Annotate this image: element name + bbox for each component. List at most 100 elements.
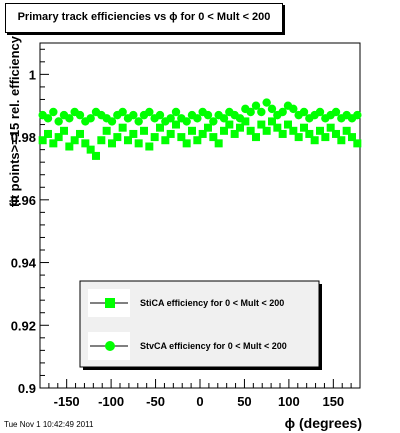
title-box: Primary track efficiencies vs ϕ for 0 < … — [5, 3, 283, 33]
stica-point — [230, 129, 239, 138]
stvca-point — [54, 117, 63, 126]
stica-point — [113, 133, 122, 142]
stica-point — [262, 126, 271, 135]
x-tick-label: -150 — [54, 394, 80, 409]
stvca-point — [86, 114, 95, 123]
stica-point — [81, 139, 90, 148]
stvca-point — [267, 104, 277, 114]
stica-point — [342, 126, 351, 135]
stvca-point — [203, 110, 213, 120]
stica-point — [348, 133, 356, 142]
stica-point — [145, 142, 154, 151]
x-tick-label: -100 — [98, 394, 124, 409]
data-marks — [38, 98, 362, 160]
stica-point — [353, 139, 362, 148]
stvca-point — [278, 107, 287, 117]
x-tick-label: 50 — [237, 394, 251, 409]
stica-point — [220, 126, 228, 135]
stica-point — [182, 139, 191, 148]
stica-point — [257, 120, 266, 129]
stvca-point — [129, 110, 138, 120]
stica-point — [278, 129, 287, 138]
stvca-point — [49, 107, 58, 117]
legend-label-stvca: StvCA efficiency for 0 < Mult < 200 — [140, 341, 287, 351]
stvca-point — [289, 104, 298, 114]
stica-point — [161, 136, 170, 145]
stica-point — [44, 129, 52, 138]
stvca-point — [251, 101, 261, 110]
stica-point — [102, 126, 111, 135]
stica-point — [214, 139, 223, 148]
stvca-point — [65, 114, 74, 123]
stica-point — [140, 126, 148, 135]
axis-ticks: 0.9 0.92 0.94 0.96 0.98 1 -150 -100 -50 0 50 100 150 — [11, 48, 361, 409]
stica-point — [49, 139, 58, 148]
stvca-point — [182, 117, 191, 126]
stica-point — [129, 129, 138, 138]
timestamp: Tue Nov 1 10:42:49 2011 — [4, 420, 94, 429]
stica-point — [150, 133, 159, 142]
stvca-point — [299, 107, 309, 117]
stica-point — [124, 136, 132, 145]
stvca-point — [107, 117, 117, 126]
stica-point — [86, 145, 95, 154]
stica-point — [92, 151, 100, 160]
stica-point — [166, 129, 175, 138]
stica-point — [38, 136, 47, 145]
stica-point — [321, 133, 330, 142]
y-tick-label: 0.98 — [11, 130, 36, 145]
stica-point — [284, 120, 292, 129]
stica-point — [193, 136, 202, 145]
stica-point — [332, 129, 340, 138]
x-tick-label: 100 — [278, 394, 300, 409]
stvca-point — [75, 110, 85, 120]
y-tick-label: 0.96 — [11, 193, 36, 208]
legend-label-stica: StiCA efficiency for 0 < Mult < 200 — [140, 298, 284, 308]
stica-point — [209, 133, 218, 142]
stica-point — [337, 136, 346, 145]
stica-point — [236, 123, 244, 132]
stica-point — [294, 133, 303, 142]
stica-point — [204, 123, 212, 132]
stica-point — [305, 129, 314, 138]
stvca-point — [331, 107, 341, 117]
stvca-point — [246, 107, 255, 117]
stvca-point — [43, 114, 53, 123]
stvca-point — [209, 117, 218, 126]
y-tick-label: 0.92 — [11, 318, 36, 333]
stvca-point — [262, 98, 271, 107]
stica-point — [316, 126, 324, 135]
x-tick-label: -50 — [146, 394, 165, 409]
stica-point — [172, 120, 180, 129]
stica-point — [65, 142, 74, 151]
x-tick-label: 0 — [196, 394, 203, 409]
y-tick-label: 0.9 — [18, 381, 36, 396]
stica-point — [54, 133, 63, 142]
stica-point — [134, 139, 143, 148]
stica-point — [310, 136, 319, 145]
stica-point — [300, 123, 308, 132]
stvca-point — [315, 107, 325, 117]
stica-point — [108, 139, 116, 148]
stvca-point — [193, 114, 202, 123]
stica-point — [289, 126, 298, 135]
legend-circle-marker — [105, 341, 115, 351]
stica-point — [252, 133, 260, 142]
chart-title: Primary track efficiencies vs ϕ for 0 < … — [17, 11, 271, 23]
stvca-point — [219, 114, 229, 123]
stvca-point — [257, 107, 266, 117]
stica-point — [70, 136, 79, 145]
stvca-point — [171, 107, 181, 117]
stica-point — [97, 136, 106, 145]
stvca-point — [353, 110, 362, 120]
stvca-point — [235, 114, 245, 123]
stica-point — [76, 129, 84, 138]
y-tick-label: 0.94 — [11, 256, 37, 271]
stica-point — [118, 123, 127, 132]
x-axis-label: ϕ (degrees) — [285, 415, 362, 431]
stvca-point — [118, 107, 127, 117]
stica-point — [188, 126, 196, 135]
stvca-point — [166, 114, 175, 123]
